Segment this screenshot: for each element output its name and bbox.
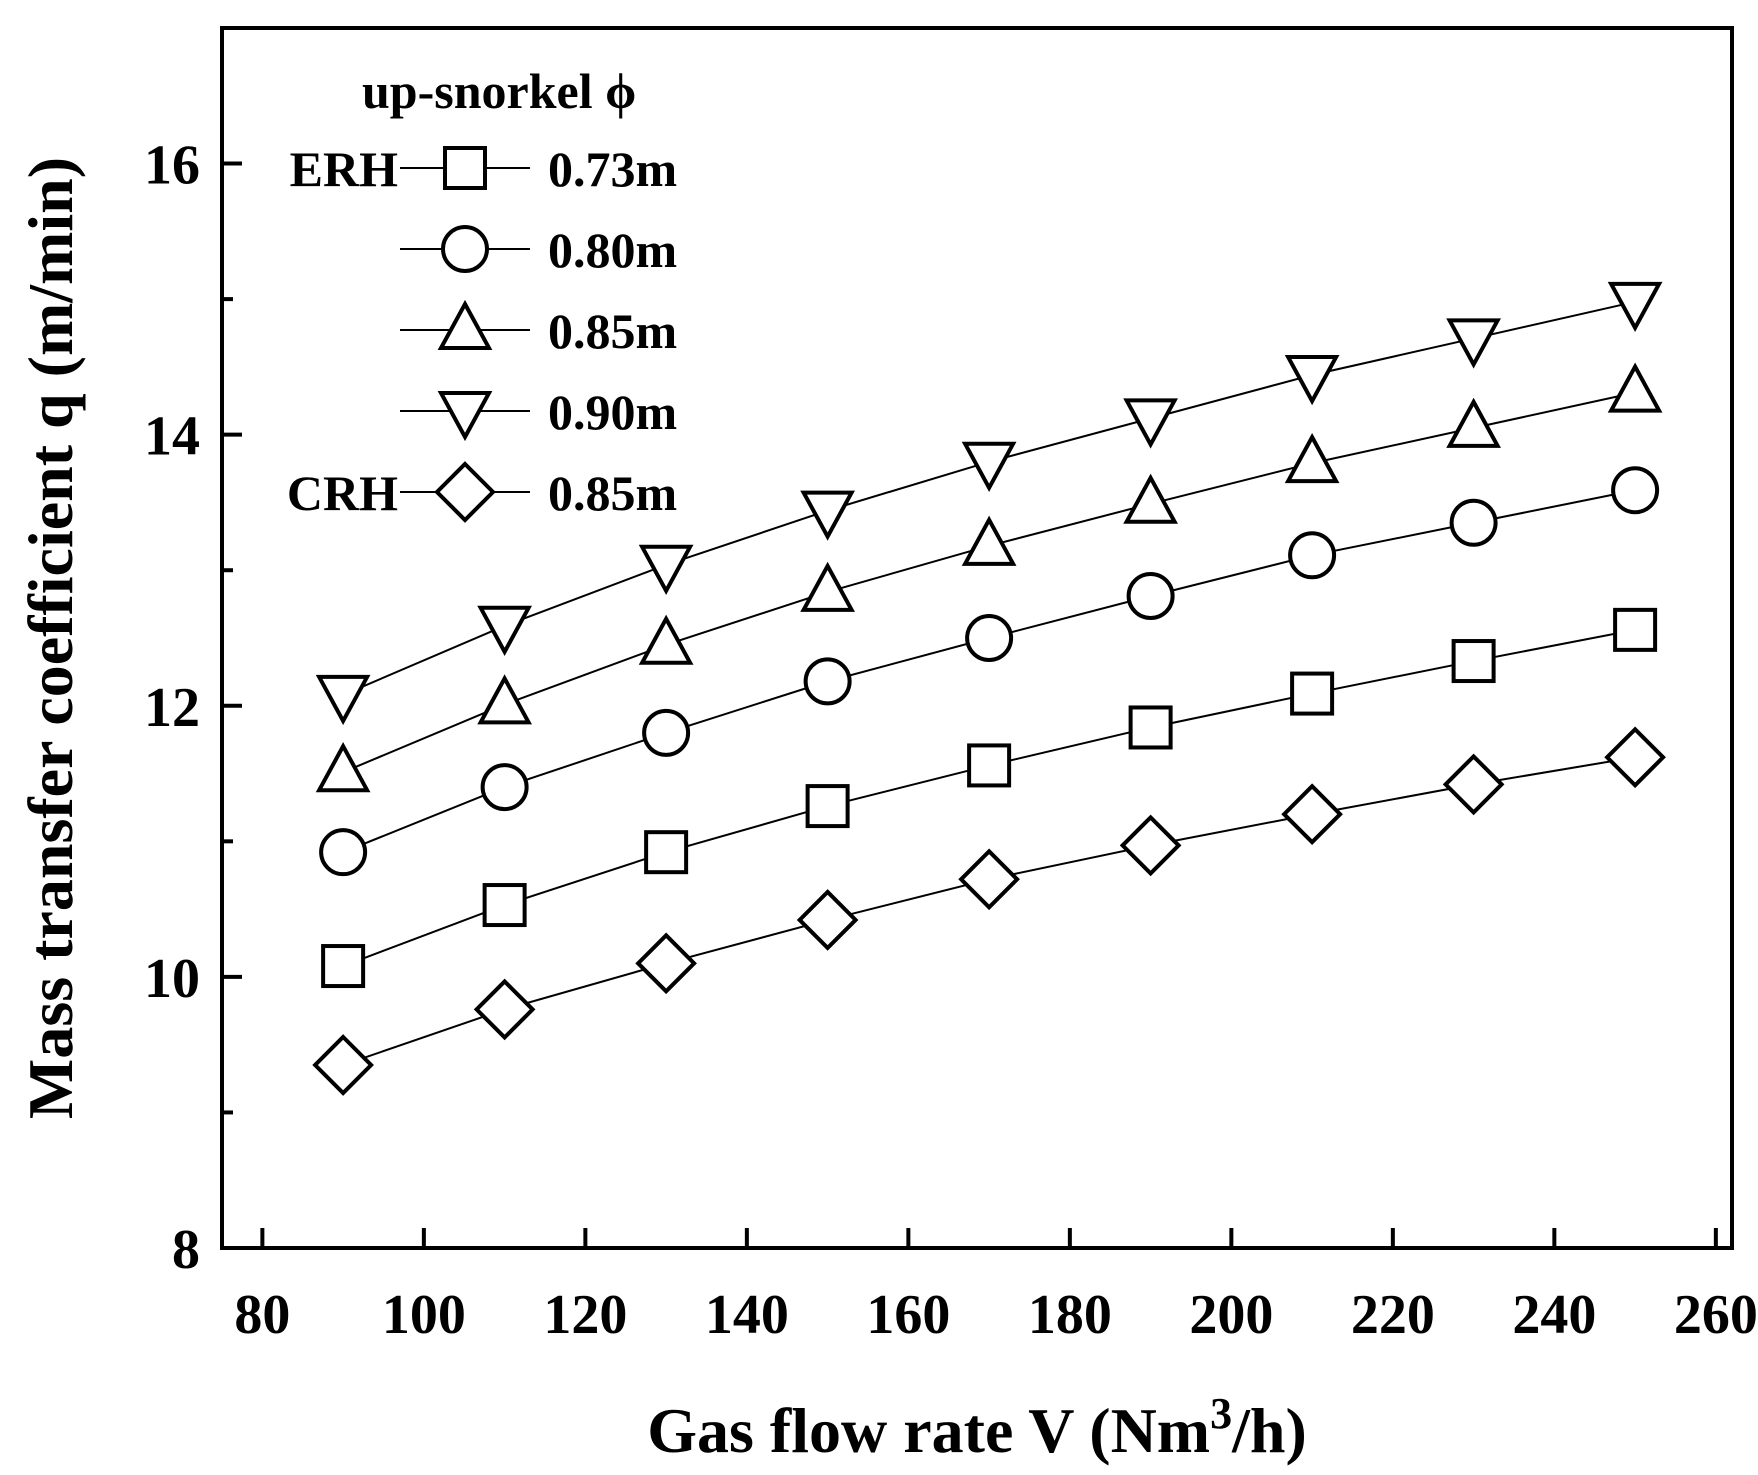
- data-point-triangle-up: [477, 674, 532, 725]
- data-point-square: [644, 830, 689, 875]
- x-tick-label: 240: [1512, 1284, 1596, 1346]
- data-point-triangle-down: [1123, 398, 1178, 449]
- legend-group-label: CRH: [287, 465, 398, 521]
- data-point-triangle-up: [1607, 362, 1663, 413]
- legend-marker-circle: [441, 225, 489, 273]
- data-point-triangle-up: [1284, 432, 1340, 484]
- x-tick-label: 100: [382, 1284, 466, 1346]
- data-point-triangle-down: [961, 441, 1017, 492]
- legend-label: 0.90m: [548, 384, 677, 440]
- legend-label: 0.80m: [548, 222, 677, 278]
- data-point-diamond: [1604, 726, 1666, 789]
- data-point-triangle-up: [961, 515, 1017, 566]
- series-line: [342, 756, 1636, 1066]
- x-axis-label-superscript: 3: [1210, 1389, 1232, 1438]
- data-point-circle: [480, 763, 529, 812]
- legend-label: 0.85m: [548, 303, 677, 359]
- legend: up-snorkel ϕ 0.73m ERH 0.80m 0.85m 0.90m 0.85m…: [287, 63, 677, 523]
- data-point-triangle-down: [1446, 318, 1501, 369]
- data-point-diamond: [635, 932, 697, 995]
- y-tick-label: 16: [144, 135, 200, 197]
- legend-marker-triangle-down: [437, 391, 493, 442]
- data-point-circle: [319, 828, 368, 877]
- data-point-triangle-down: [800, 490, 855, 541]
- x-axis-label-suffix: /h): [1231, 1395, 1307, 1466]
- axis-ticks: [222, 161, 1718, 1250]
- data-point-triangle-up: [1123, 473, 1178, 524]
- series-line: [342, 628, 1636, 967]
- data-point-circle: [1126, 571, 1175, 620]
- data-point-square: [1613, 607, 1658, 652]
- data-point-square: [1451, 639, 1496, 684]
- data-point-triangle-down: [638, 544, 694, 595]
- data-point-triangle-down: [1607, 281, 1663, 332]
- data-point-circle: [1449, 498, 1498, 547]
- legend-label: 0.73m: [548, 141, 677, 197]
- data-point-triangle-down: [477, 605, 532, 656]
- data-point-square: [967, 743, 1012, 788]
- data-point-square: [1290, 671, 1335, 716]
- x-tick-label: 140: [705, 1284, 789, 1346]
- data-point-diamond: [796, 889, 859, 951]
- data-point-circle: [803, 657, 852, 706]
- data-point-diamond: [312, 1034, 374, 1096]
- x-tick-label: 120: [543, 1284, 627, 1346]
- x-tick-label: 160: [866, 1284, 950, 1346]
- data-point-diamond: [473, 978, 536, 1041]
- series-markers: [312, 281, 1666, 1096]
- data-point-circle: [642, 708, 691, 757]
- x-tick-label: 260: [1674, 1284, 1758, 1346]
- data-point-square: [805, 784, 850, 829]
- data-point-circle: [1611, 466, 1660, 515]
- data-point-square: [482, 883, 527, 928]
- data-point-diamond: [1119, 814, 1182, 877]
- legend-marker-diamond: [434, 461, 496, 523]
- y-tick-label: 14: [144, 406, 200, 468]
- x-tick-label: 180: [1028, 1284, 1112, 1346]
- data-point-triangle-up: [638, 614, 694, 665]
- x-axis-label: Gas flow rate V (Nm3/h): [647, 1389, 1307, 1467]
- data-point-circle: [1288, 531, 1337, 580]
- y-tick-label: 8: [172, 1219, 200, 1281]
- axis-tick-labels: 80 100 120 140 160 180 200 220 240 260 8 10 12 14 16: [144, 135, 1758, 1346]
- x-tick-label: 80: [234, 1284, 290, 1346]
- x-tick-label: 200: [1189, 1284, 1273, 1346]
- data-point-triangle-up: [800, 561, 855, 612]
- data-point-square: [1128, 705, 1173, 750]
- y-tick-label: 12: [144, 677, 200, 739]
- data-point-circle: [965, 614, 1014, 662]
- x-axis-label-main: Gas flow rate V (Nm: [647, 1395, 1210, 1466]
- legend-title: up-snorkel ϕ: [362, 63, 636, 119]
- legend-group-label: ERH: [290, 141, 398, 197]
- plot-frame: [220, 26, 1734, 1250]
- legend-marker-square: [443, 146, 487, 190]
- data-point-triangle-down: [1284, 355, 1340, 406]
- legend-label: 0.85m: [548, 465, 677, 521]
- data-point-diamond: [1442, 753, 1505, 816]
- y-axis-label: Mass transfer coefficient q (m/min): [15, 157, 86, 1119]
- data-point-triangle-down: [315, 674, 371, 726]
- y-tick-label: 10: [144, 948, 200, 1010]
- data-point-diamond: [958, 848, 1020, 911]
- x-tick-label: 220: [1351, 1284, 1435, 1346]
- data-point-triangle-up: [1446, 397, 1501, 448]
- data-point-square: [321, 944, 366, 989]
- legend-marker-triangle-up: [437, 299, 493, 350]
- series-lines: [342, 300, 1636, 1066]
- data-point-triangle-up: [315, 742, 371, 793]
- data-point-diamond: [1281, 783, 1343, 846]
